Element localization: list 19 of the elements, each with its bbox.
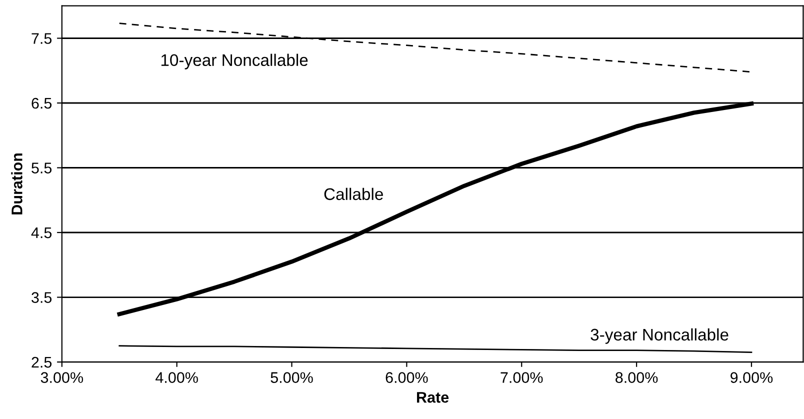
- series-label: 10-year Noncallable: [161, 54, 308, 70]
- x-tick-label: 7.00%: [500, 372, 543, 383]
- x-axis-title: Rate: [417, 392, 449, 403]
- y-axis-title: Duration: [11, 153, 22, 214]
- series-label: Callable: [324, 188, 383, 200]
- x-tick-label: 8.00%: [616, 372, 658, 383]
- x-tick-label: 5.00%: [270, 372, 313, 383]
- y-tick-label: 5.5: [32, 162, 52, 174]
- y-tick-label: 2.5: [32, 356, 52, 368]
- x-tick-label: 6.00%: [386, 372, 428, 383]
- line-series: [118, 345, 752, 353]
- y-tick-label: 7.5: [32, 33, 52, 44]
- x-tick-label: 3.00%: [40, 372, 84, 383]
- x-tick-label: 9.00%: [730, 372, 773, 383]
- x-tick-label: 4.00%: [156, 372, 198, 383]
- y-tick-label: 4.5: [31, 228, 52, 238]
- y-tick-label: 3.5: [32, 292, 52, 303]
- series-label: 3-year Noncallable: [590, 328, 728, 344]
- y-tick-label: 6.5: [32, 98, 52, 109]
